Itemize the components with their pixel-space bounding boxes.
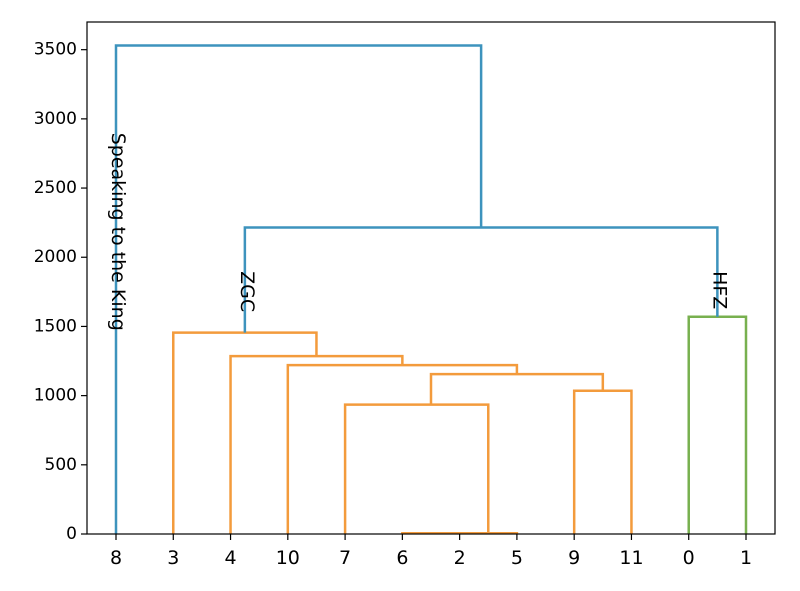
x-tick-label: 5 [511, 547, 523, 569]
x-tick-label: 7 [339, 547, 351, 569]
cluster-annotation-2: HFZ [708, 271, 730, 309]
y-tick-label: 2000 [34, 247, 77, 267]
x-tick-label: 11 [619, 547, 643, 569]
x-tick-label: 9 [568, 547, 580, 569]
y-tick-label: 500 [45, 455, 77, 475]
x-tick-label: 3 [167, 547, 179, 569]
cluster-annotation-0: Speaking to the King [107, 133, 129, 331]
y-tick-label: 1000 [34, 386, 77, 406]
dendrogram-link-8 [243, 226, 719, 333]
dendrogram-link-3 [429, 372, 605, 405]
y-tick-label: 3500 [34, 40, 77, 60]
x-tick-label: 4 [224, 547, 236, 569]
y-tick-label: 0 [66, 524, 77, 544]
x-tick-label: 0 [683, 547, 695, 569]
x-tick-label: 1 [740, 547, 752, 569]
y-tick-label: 2500 [34, 178, 77, 198]
x-tick-label: 8 [110, 547, 122, 569]
plot-area [114, 44, 748, 535]
dendrogram-link-2 [572, 389, 633, 534]
annotations: Speaking to the King ZGC HFZ [107, 133, 730, 331]
dendrogram-link-7 [687, 315, 748, 534]
cluster-annotation-1: ZGC [236, 271, 258, 312]
y-axis: 0 500 1000 1500 2000 2500 3000 3500 [34, 40, 87, 544]
dendrogram-link-6 [172, 331, 318, 534]
x-tick-label: 2 [454, 547, 466, 569]
x-tick-label: 6 [396, 547, 408, 569]
dendrogram-link-4 [286, 363, 519, 534]
dendrogram-link-9 [114, 44, 483, 534]
plot-frame [86, 21, 776, 535]
y-tick-label: 1500 [34, 316, 77, 336]
dendrogram-link-1 [343, 403, 490, 534]
x-axis: 8 3 4 10 7 6 2 5 9 11 0 1 [110, 534, 752, 569]
x-tick-label: 10 [276, 547, 300, 569]
dendrogram-link-5 [229, 354, 404, 534]
y-tick-label: 3000 [34, 109, 77, 129]
